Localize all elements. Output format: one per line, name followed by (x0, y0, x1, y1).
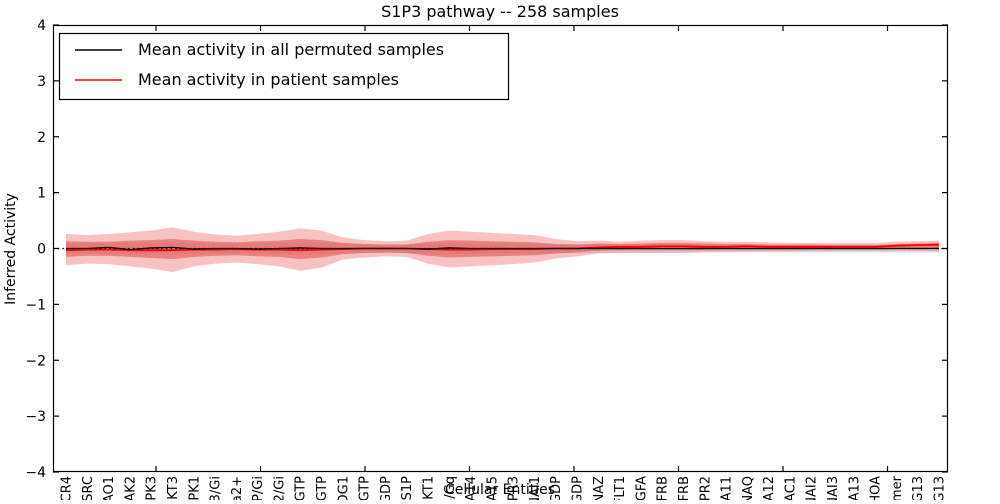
x-tick-label: AKT3 (166, 476, 181, 500)
x-tick-label: RhoA/GTP (294, 476, 309, 500)
x-tick-label: EDG1 (336, 476, 351, 500)
x-tick-label: JAK2 (123, 476, 138, 500)
x-tick-label: MAPK3 (145, 476, 160, 500)
y-axis-label: Inferred Activity (3, 193, 19, 305)
x-tick-label: Rac1/GTP (315, 476, 330, 500)
x-tick-label: Rac1/GDP (549, 476, 564, 500)
x-axis-label: Cellular Entities (445, 482, 555, 498)
x-tick-label: GNAO1 (102, 476, 117, 500)
x-tick-label: GNAZ (592, 476, 607, 500)
y-tick-label: −4 (25, 465, 46, 481)
chart-title: S1P3 pathway -- 258 samples (381, 2, 619, 21)
y-tick-label: 0 (37, 242, 46, 258)
x-tick-label: RAC1 (783, 476, 798, 500)
x-tick-label: MAPK1 (187, 476, 202, 500)
permuted-mean-line (66, 246, 939, 251)
x-tick-label: FLT1 (613, 476, 628, 500)
x-tick-label: PDGFRB (677, 476, 692, 500)
y-tick-label: 2 (37, 130, 46, 146)
x-tick-label: RHOA (869, 476, 884, 500)
y-tick-label: 4 (37, 18, 46, 34)
y-tick-label: −2 (25, 353, 46, 369)
y-tick-label: 3 (37, 74, 46, 90)
x-tick-label: CXCR4 (60, 476, 75, 500)
x-tick-label: S1PR2 (698, 476, 713, 500)
legend-label-patient: Mean activity in patient samples (138, 70, 399, 89)
plot-area: 4 3 2 1 0 −1 −2 −3 −4 CXCR4 SRC GNAO1 JAK2 MAPK3 AKT3 M… (25, 18, 949, 504)
legend-frame (58, 32, 510, 101)
x-tick-label: G12/G13 (911, 476, 926, 500)
x-tick-label: GNA12 (762, 476, 777, 500)
x-tick-label: AKT1 (421, 476, 436, 500)
x-tick-label: RhoA/GDP (571, 476, 586, 500)
legend-label-permuted: Mean activity in all permuted samples (138, 40, 444, 59)
x-tick-label: GNA14 (464, 476, 479, 500)
x-tick-label: GNAQ (741, 476, 756, 500)
x-tick-label: GNAI3 (826, 476, 841, 500)
x-tick-label: mol:GTP (358, 476, 373, 500)
x-tick-label: S1P/S1P3/G12/G13 (933, 476, 948, 500)
x-tick-label: GNA11 (720, 476, 735, 500)
x-tick-label: S1P/S1P3/Gi (209, 476, 224, 500)
legend-box: Mean activity in all permuted samples Me… (58, 32, 510, 101)
x-tick-label: SRC (81, 476, 96, 500)
y-tick-label: −1 (25, 297, 46, 313)
y-tick-label: −3 (25, 409, 46, 425)
x-tick-label: VEGFR1 homodimer/VEGFA homodimer (890, 475, 905, 500)
y-tick-label: 1 (37, 186, 46, 202)
x-tick-label: PDGFB-D/PDGFRB (656, 476, 671, 500)
x-tick-label: GNAI1 (528, 476, 543, 500)
x-tick-label: S1P/S1P2/Gi (272, 476, 287, 500)
x-tick-label: mol:S1P (400, 476, 415, 500)
x-tick-label: S1P/S1P3/Gq (443, 476, 458, 500)
x-tick-label: mol:Ca2+ (230, 476, 245, 500)
x-tick-label: S1PR3 (507, 476, 522, 500)
x-tick-label: VEGFA (634, 476, 649, 500)
x-tick-label: GNAI2 (805, 476, 820, 500)
x-tick-label: GNA15 (485, 476, 500, 500)
x-tick-label: S1P1/S1P/Gi (251, 476, 266, 500)
x-tick-label: mol:GDP (379, 476, 394, 500)
x-tick-label: GNA13 (847, 476, 862, 500)
